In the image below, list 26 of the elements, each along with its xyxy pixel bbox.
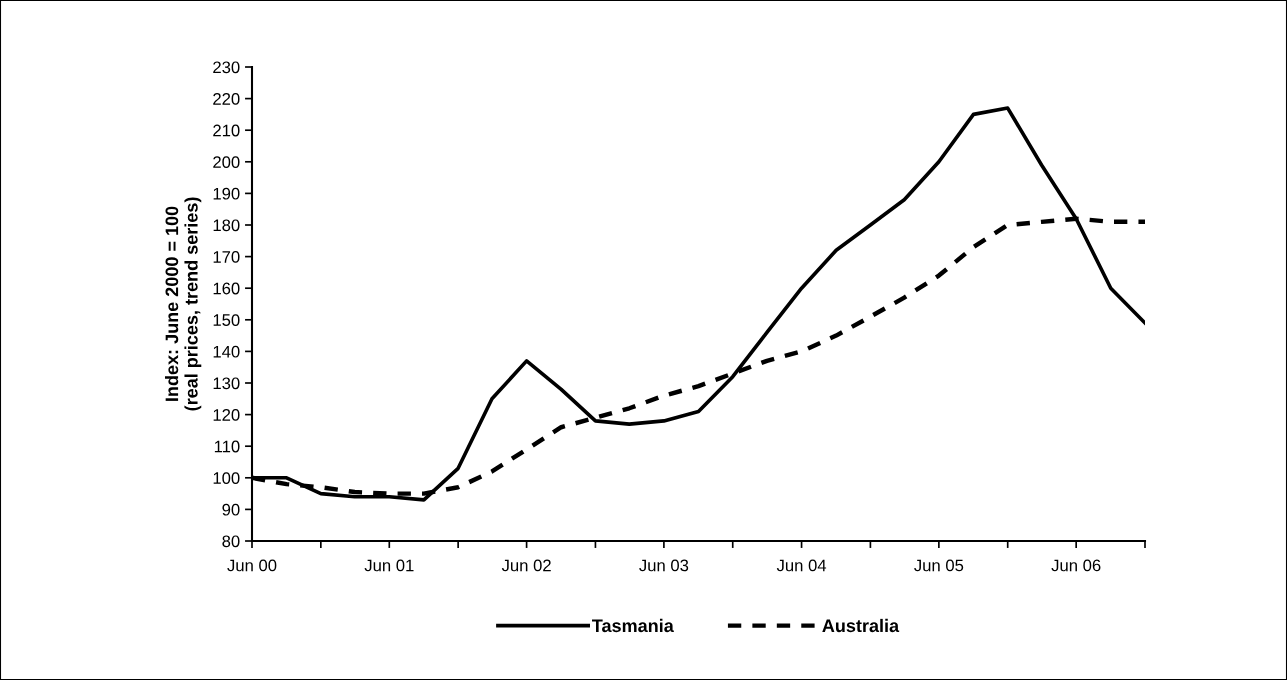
legend-label: Australia: [822, 618, 900, 633]
x-tick-label: Jun 02: [501, 559, 551, 572]
y-tick-label: 120: [213, 409, 240, 421]
y-tick-label: 170: [213, 251, 240, 263]
y-axis-title: Index: June 2000 = 100 (real prices, trend series): [165, 197, 202, 411]
y-tick-label: 230: [213, 61, 240, 74]
x-tick-label: Jun 01: [364, 559, 414, 572]
y-tick-label: 130: [213, 377, 240, 390]
y-tick-label: 210: [213, 124, 240, 137]
x-tick-label: Jun 05: [914, 559, 964, 572]
y-tick-label: 80: [222, 535, 240, 548]
y-tick-label: 220: [213, 93, 240, 105]
x-tick-label: Jun 04: [776, 559, 827, 572]
x-tick-label: Jun 06: [1051, 559, 1101, 572]
y-tick-label: 180: [213, 219, 240, 232]
y-tick-label: 110: [214, 440, 240, 453]
y-tick-label: 150: [213, 314, 240, 326]
y-tick-label: 190: [213, 187, 240, 200]
x-tick-label: Jun 03: [639, 559, 689, 572]
y-tick-label: 100: [213, 472, 240, 484]
legend-label: Tasmania: [592, 618, 674, 633]
y-tick-label: 140: [213, 345, 240, 358]
y-tick-label: 90: [222, 503, 240, 516]
x-tick-label: Jun 00: [227, 559, 277, 572]
y-tick-label: 200: [213, 156, 240, 168]
y-tick-label: 160: [213, 282, 240, 295]
